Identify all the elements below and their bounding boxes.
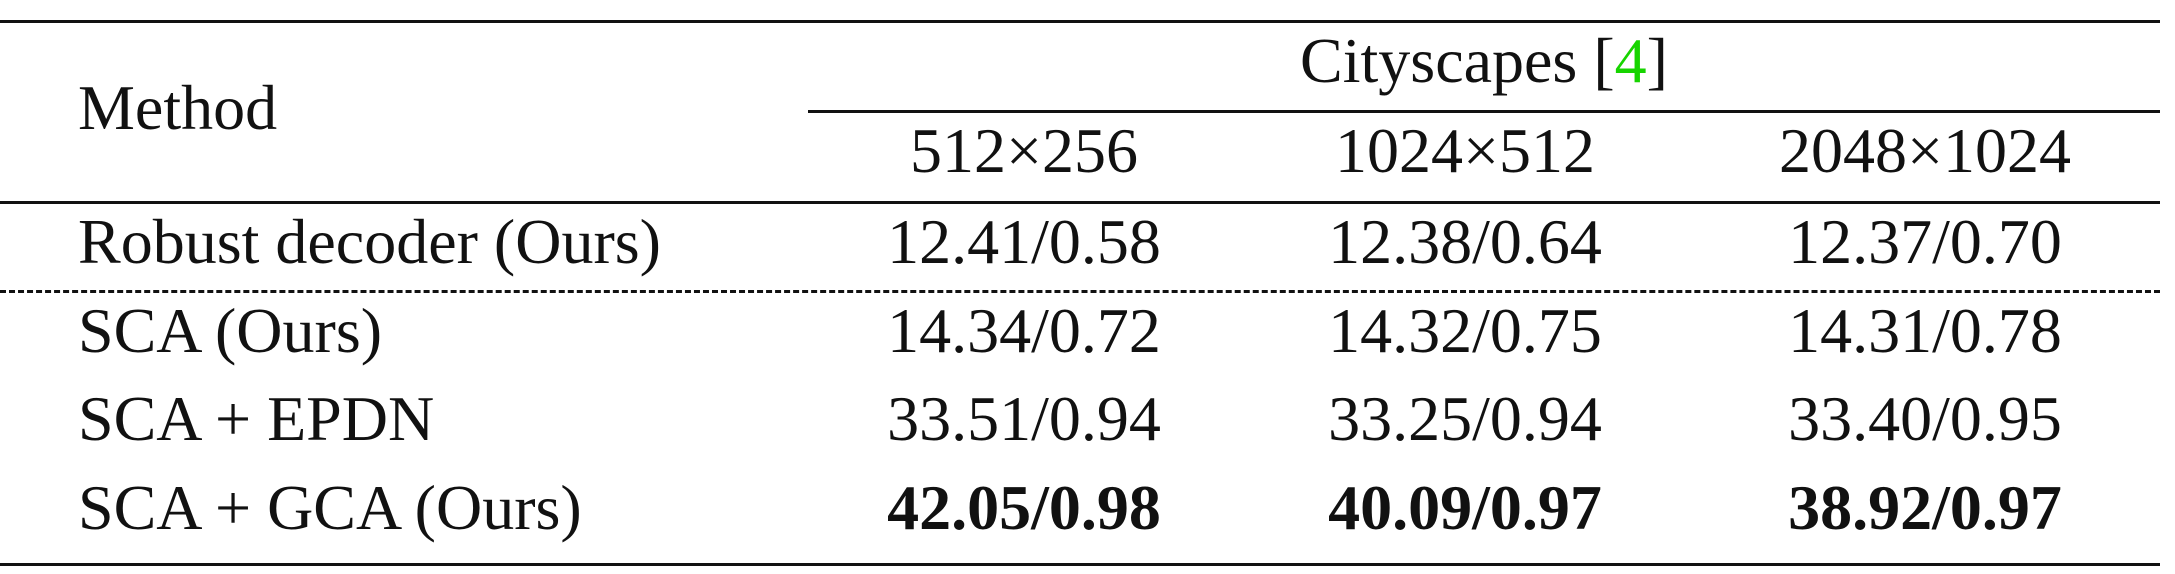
row-method: SCA + EPDN: [78, 383, 435, 454]
dashed-separator: [0, 290, 2160, 293]
row-value: 14.34/0.72: [887, 295, 1161, 366]
dataset-bracket-close: ]: [1646, 25, 1668, 96]
row-value-best: 38.92/0.97: [1788, 472, 2062, 543]
resolution-header-3: 2048×1024: [1778, 115, 2072, 186]
resolution-header-2: 1024×512: [1334, 115, 1596, 186]
dataset-header: Cityscapes [4]: [808, 25, 2160, 97]
row-method: SCA (Ours): [78, 295, 383, 366]
row-value: 33.25/0.94: [1328, 383, 1602, 454]
row-value: 12.38/0.64: [1328, 206, 1602, 277]
row-value: 33.40/0.95: [1788, 383, 2062, 454]
row-method: SCA + GCA (Ours): [78, 472, 582, 543]
row-value-best: 42.05/0.98: [887, 472, 1161, 543]
dataset-name: Cityscapes [: [1300, 25, 1615, 96]
row-method: Robust decoder (Ours): [78, 206, 661, 277]
dataset-sub-rule: [808, 110, 2160, 113]
row-value: 14.32/0.75: [1328, 295, 1602, 366]
row-value: 12.37/0.70: [1788, 206, 2062, 277]
top-rule: [0, 20, 2160, 23]
row-value: 14.31/0.78: [1788, 295, 2062, 366]
resolution-header-1: 512×256: [909, 115, 1139, 186]
method-header: Method: [78, 72, 278, 143]
row-value: 33.51/0.94: [887, 383, 1161, 454]
row-value-best: 40.09/0.97: [1328, 472, 1602, 543]
citation-link[interactable]: 4: [1614, 25, 1647, 96]
bottom-rule: [0, 563, 2160, 566]
row-value: 12.41/0.58: [887, 206, 1161, 277]
header-rule: [0, 201, 2160, 204]
